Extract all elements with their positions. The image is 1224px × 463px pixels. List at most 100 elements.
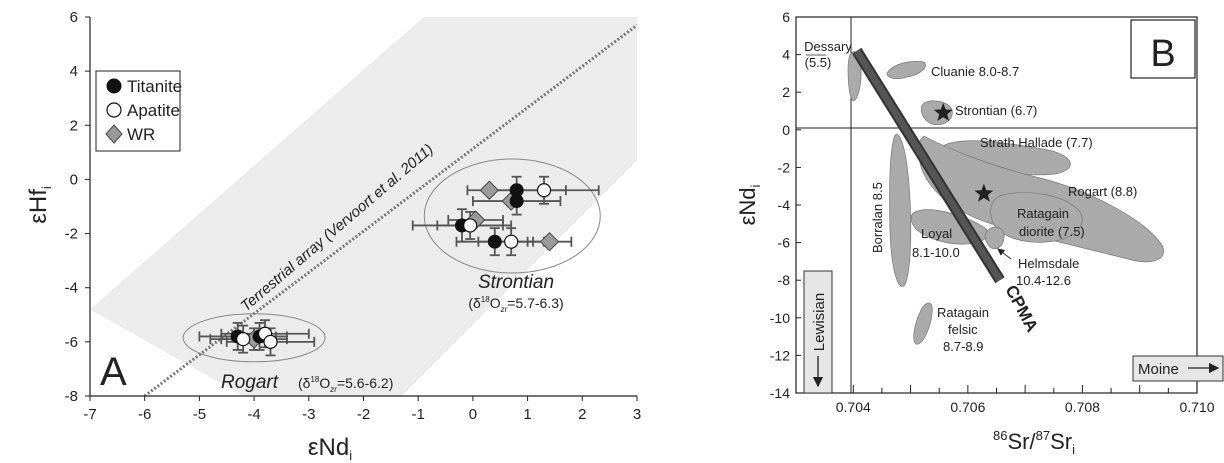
label-cluanie: Cluanie 8.0-8.7: [931, 64, 1019, 79]
star-rogart: [974, 183, 994, 202]
panel-letter-b: B: [1150, 33, 1175, 75]
y-tick-label: -4: [65, 280, 78, 297]
x-axis-title-b: 86Sr/87Sri: [993, 428, 1075, 457]
moine-box-frame: [1132, 355, 1224, 382]
label-helmsdale: Helmsdale: [1018, 256, 1079, 271]
wr-point: [539, 231, 560, 252]
cpma-layer: [852, 47, 1005, 284]
star-strontian: [933, 102, 953, 121]
y-tick-label: -8: [65, 388, 78, 405]
label-ratagain-diorite: Ratagain: [1017, 206, 1069, 221]
field-ratagain-diorite: [990, 192, 1083, 243]
legend-marker-apatite: [106, 102, 122, 118]
x-tick-label: -6: [138, 406, 151, 423]
y-tick-label-b: 0: [782, 122, 790, 138]
y-tick-label-b: -6: [778, 235, 791, 251]
label-dessary: Dessary: [804, 39, 852, 54]
label-ratagain-diorite-sub: diorite (7.5): [1019, 224, 1085, 239]
x-tick-label: -2: [357, 406, 370, 423]
apatite-point: [536, 183, 552, 198]
y-tick-label-b: -2: [778, 159, 791, 175]
label-rogart: Rogart (8.8): [1068, 184, 1137, 199]
label-strontian: Strontian (6.7): [955, 103, 1037, 118]
y-tick-label: -6: [65, 334, 78, 351]
legend-label-apatite: Apatite: [127, 101, 180, 120]
x-tick-label-b: 0.704: [836, 399, 871, 415]
y-tick-label: 2: [70, 117, 78, 134]
y-tick-label-b: 6: [782, 9, 790, 25]
legend-marker-wr: [105, 124, 123, 144]
x-tick-label: 1: [523, 406, 531, 423]
panel-letter-a: A: [100, 350, 127, 394]
cpma-band-inner: [853, 48, 1003, 283]
y-tick-label: 4: [70, 63, 78, 80]
field-borralan: [889, 134, 912, 287]
x-tick-label-b: 0.706: [950, 399, 985, 415]
apatite-point: [236, 332, 251, 347]
legend: Titanite Apatite WR: [95, 70, 182, 152]
label-ratagain-felsic: Ratagain: [937, 305, 989, 320]
label-loyal-sub: 8.1-10.0: [912, 245, 960, 260]
y-tick-label-b: -12: [770, 347, 790, 363]
y-tick-label-b: 4: [782, 47, 790, 63]
label-ratagain-felsic-sub: felsic: [948, 322, 978, 337]
y-axis-ticks: -8 -6 -4 -2 0 2 4 6: [65, 9, 90, 405]
field-ratagain-felsic: [913, 302, 933, 345]
stars-layer: [933, 102, 994, 202]
y-tick-label: 6: [70, 9, 78, 26]
y-tick-label: -2: [65, 226, 78, 243]
y-axis-title-b: εNdi: [735, 184, 763, 225]
data-points-layer: [198, 175, 600, 357]
lewisian-box: Lewisian: [803, 270, 833, 394]
label-helmsdale-sub: 10.4-12.6: [1016, 273, 1071, 288]
helmsdale-arrow: [997, 248, 1012, 260]
strontian-ellipse: [423, 158, 601, 274]
terrestrial-array-line-layer: [143, 23, 637, 396]
y-tick-label-b: -4: [778, 197, 791, 213]
x-tick-label: -1: [412, 406, 425, 423]
y-tick-label-b: -10: [770, 310, 790, 326]
y-axis-ticks-b: 6 4 2 0 -2 -4 -6 -8 -10 -12 -14: [770, 9, 801, 401]
field-labels: Dessary (5.5) Cluanie 8.0-8.7 Strontian …: [804, 39, 1137, 354]
cpma-label: CPMA: [1001, 282, 1041, 335]
x-axis-ticks-b: 0.704 0.706 0.708 0.710: [795, 385, 1215, 415]
rogart-label: Rogart: [221, 372, 279, 393]
y-tick-label: 0: [70, 171, 78, 188]
field-helmsdale: [984, 226, 1005, 250]
x-tick-label: 3: [633, 406, 641, 423]
panel-a: -7 -6 -5 -4 -3 -2 -1 0 1 2 3 -8 -6 -4 -2 0 2 4 6 εNdi εHf…: [25, 9, 641, 463]
x-tick-label-b: 0.710: [1179, 399, 1214, 415]
lewisian-label: Lewisian: [811, 293, 828, 351]
moine-box: Moine: [1132, 355, 1224, 382]
y-tick-label-b: -8: [778, 272, 791, 288]
y-axis-title: εHfi: [25, 186, 54, 224]
terrestrial-array-band-layer: [90, 17, 637, 396]
field-shapes: [847, 51, 1164, 345]
x-tick-label: -5: [193, 406, 206, 423]
y-tick-label-b: 2: [782, 84, 790, 100]
strontian-label: Strontian: [478, 272, 554, 293]
terrestrial-array-band: [90, 17, 637, 396]
titanite-point: [487, 234, 502, 249]
x-tick-label: 0: [469, 406, 477, 423]
label-borralan: Borralan 8.5: [870, 182, 885, 253]
x-tick-label: -3: [302, 406, 315, 423]
apatite-point: [504, 234, 519, 249]
strontian-note: (δ18Ozr=5.7-6.3): [468, 295, 563, 314]
x-axis-ticks: -7 -6 -5 -4 -3 -2 -1 0 1 2 3: [83, 396, 641, 423]
x-tick-label: -4: [247, 406, 260, 423]
apatite-point: [263, 334, 278, 349]
terrestrial-array-line: [143, 23, 637, 396]
legend-label-titanite: Titanite: [127, 77, 182, 96]
moine-label: Moine: [1138, 361, 1179, 378]
apatite-point: [463, 218, 478, 233]
rogart-note: (δ18Ozr=5.6-6.2): [298, 375, 393, 394]
label-strath-hallade: Strath Hallade (7.7): [980, 135, 1093, 150]
panel-letter-b-box: [1130, 19, 1196, 79]
label-ratagain-felsic-sub2: 8.7-8.9: [943, 339, 983, 354]
x-tick-label: 2: [578, 406, 586, 423]
x-tick-label-b: 0.708: [1065, 399, 1100, 415]
y-tick-label-b: -14: [770, 385, 790, 401]
